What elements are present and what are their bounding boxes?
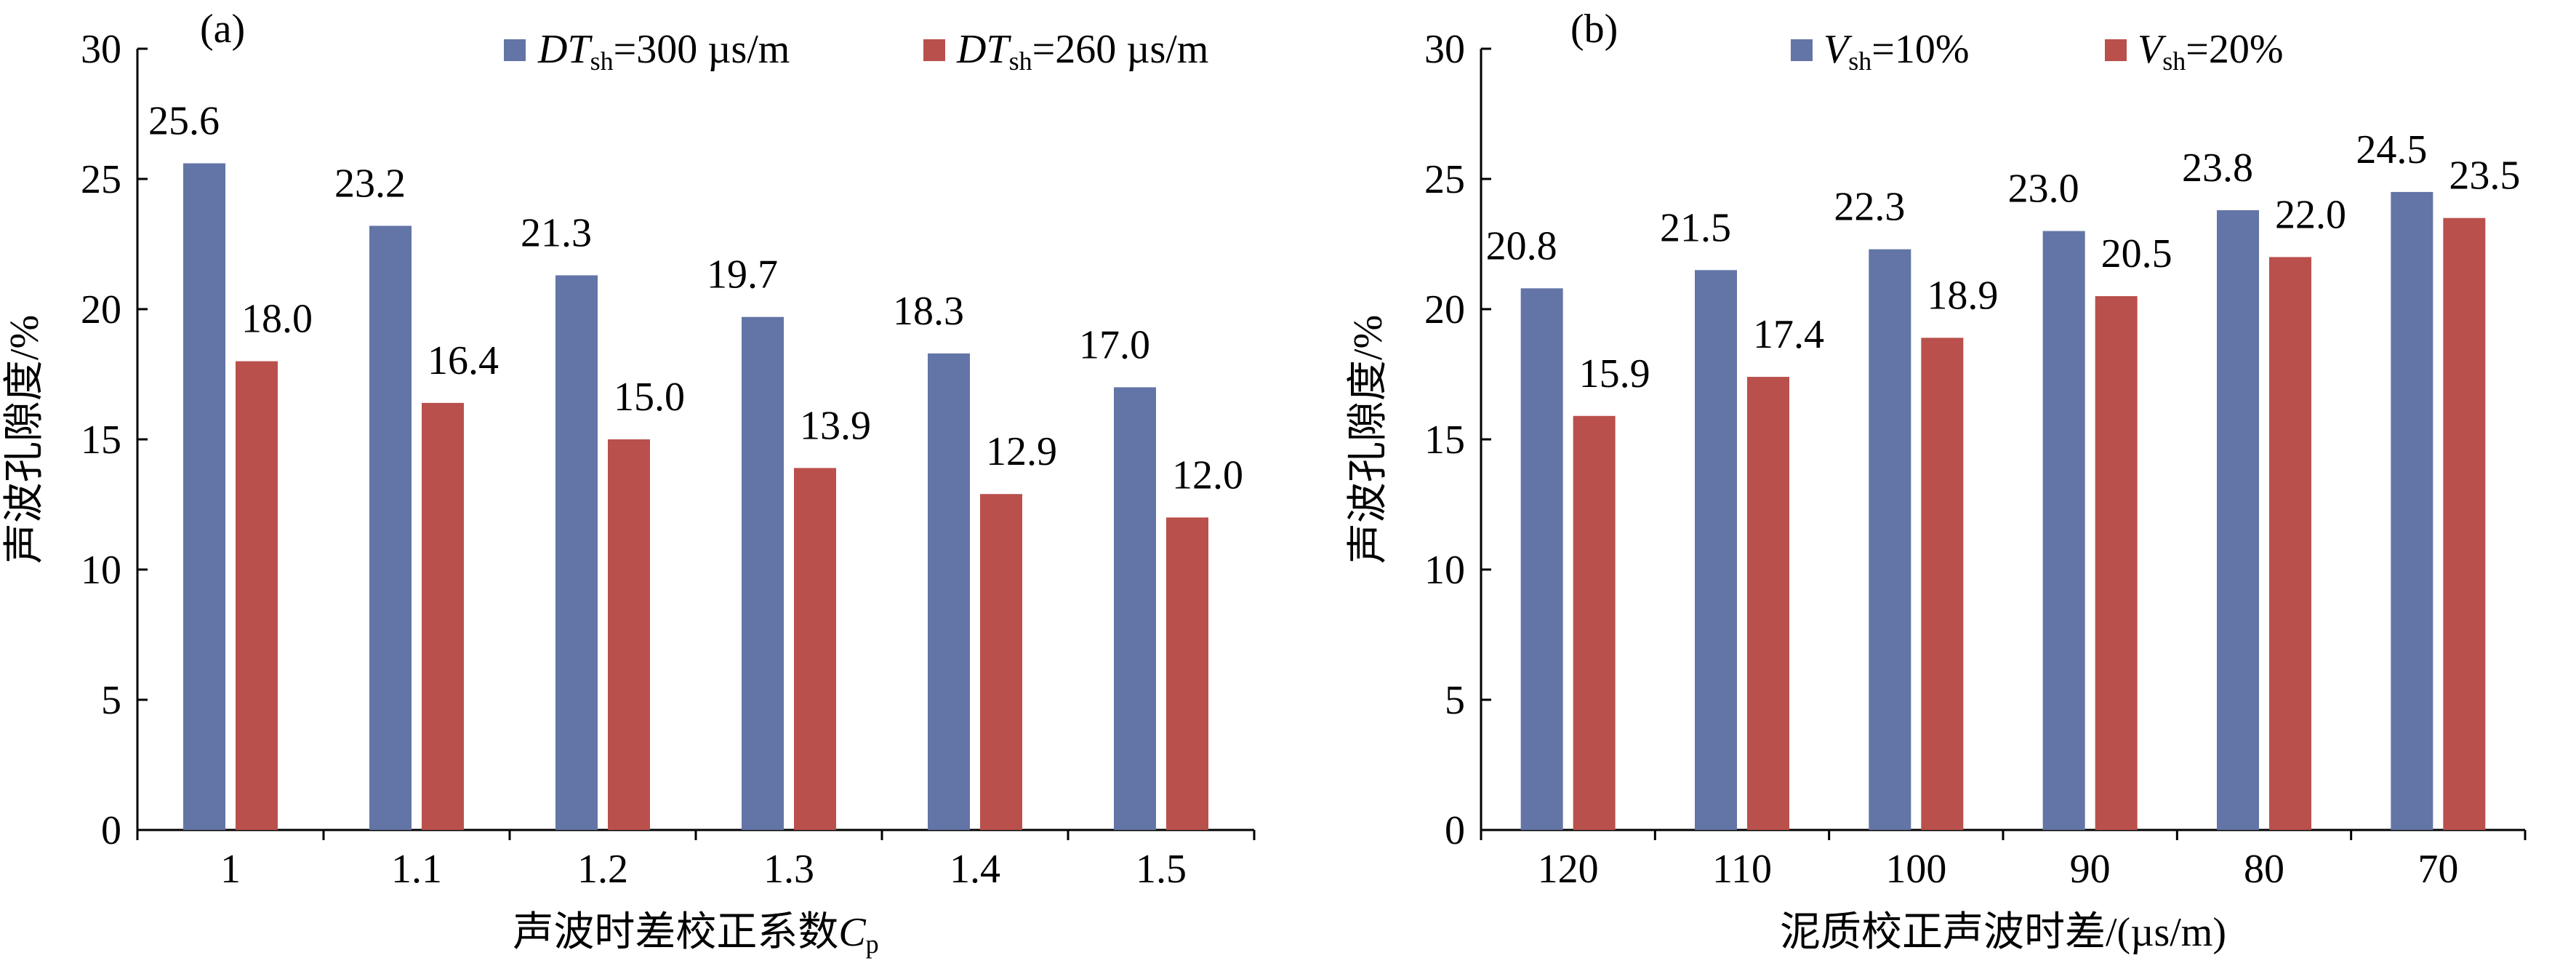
y-tick-label: 0 — [1445, 808, 1465, 853]
data-label: 17.4 — [1753, 312, 1824, 357]
data-label: 23.0 — [2008, 167, 2079, 212]
bar-series2 — [236, 361, 278, 831]
data-label: 25.6 — [148, 99, 220, 144]
bar-series2 — [2269, 257, 2311, 830]
data-label: 12.0 — [1172, 452, 1243, 498]
data-label: 16.4 — [428, 338, 499, 383]
data-label: 23.2 — [334, 161, 406, 206]
bar-series1 — [2042, 231, 2085, 831]
y-tick-label: 10 — [81, 548, 121, 593]
bar-series1 — [928, 353, 970, 830]
x-tick-label: 1.2 — [577, 847, 628, 892]
bar-series2 — [2095, 296, 2138, 831]
bar-series2 — [422, 402, 464, 830]
data-label: 21.5 — [1660, 205, 1731, 250]
y-tick-label: 30 — [81, 27, 121, 72]
bar-series2 — [1747, 377, 1789, 830]
x-tick-label: 1.4 — [950, 847, 1000, 892]
bar-series1 — [183, 163, 225, 830]
y-tick-label: 5 — [101, 678, 121, 723]
data-label: 20.8 — [1486, 223, 1557, 268]
bar-series2 — [608, 439, 650, 830]
data-label: 24.5 — [2356, 127, 2427, 172]
y-tick-label: 15 — [1424, 418, 1465, 463]
y-tick-label: 10 — [1424, 548, 1465, 593]
bar-series2 — [1573, 415, 1616, 830]
bar-series1 — [555, 275, 598, 831]
data-label: 23.8 — [2182, 145, 2253, 191]
bar-series2 — [1166, 517, 1208, 830]
panel-label: (a) — [200, 7, 245, 52]
data-label: 20.5 — [2101, 231, 2172, 276]
y-tick-label: 0 — [101, 808, 121, 853]
y-tick-label: 15 — [81, 418, 121, 463]
legend-label: DTsh=260 µs/m — [956, 27, 1208, 76]
x-tick-label: 70 — [2417, 847, 2458, 892]
x-tick-label: 1.1 — [391, 847, 442, 892]
bar-series2 — [980, 494, 1022, 830]
legend-swatch — [504, 39, 526, 61]
x-tick-label: 80 — [2244, 847, 2284, 892]
y-tick-label: 5 — [1445, 678, 1465, 723]
x-tick-label: 110 — [1712, 847, 1772, 892]
data-label: 19.7 — [707, 252, 778, 298]
y-tick-label: 20 — [81, 287, 121, 332]
y-tick-label: 25 — [81, 157, 121, 202]
y-axis-title: 声波孔隙度/% — [2, 315, 47, 564]
data-label: 18.0 — [241, 297, 313, 342]
data-label: 21.3 — [521, 210, 592, 255]
bar-series1 — [1114, 387, 1156, 830]
x-tick-label: 120 — [1538, 847, 1599, 892]
chart-panel-b: 0 5 10 15 20 25 30 120 110 100 90 80 70 20.8 21.5 22.3 2… — [1346, 7, 2527, 955]
bar-series2 — [1921, 338, 1964, 830]
data-label: 13.9 — [800, 403, 871, 448]
legend-swatch — [1791, 39, 1813, 61]
x-tick-label: 1.5 — [1136, 847, 1187, 892]
x-axis-title: 泥质校正声波时差/(µs/m) — [1780, 910, 2226, 955]
data-label: 15.9 — [1579, 351, 1650, 396]
bar-series2 — [2443, 217, 2486, 830]
x-tick-label: 1 — [220, 847, 241, 892]
data-label: 23.5 — [2449, 153, 2520, 199]
legend-label: Vsh=20% — [2138, 27, 2283, 76]
bar-series1 — [1520, 288, 1563, 830]
data-label: 22.3 — [1834, 185, 1905, 230]
data-label: 12.9 — [986, 429, 1057, 474]
data-label: 15.0 — [614, 375, 685, 420]
bar-series1 — [1695, 270, 1737, 830]
y-tick-label: 25 — [1424, 157, 1465, 202]
y-axis-title: 声波孔隙度/% — [1346, 315, 1391, 564]
x-tick-label: 90 — [2070, 847, 2111, 892]
y-tick-label: 30 — [1424, 27, 1465, 72]
bar-series1 — [2217, 209, 2259, 831]
bar-series1 — [2391, 191, 2433, 830]
legend-swatch — [923, 39, 945, 61]
panel-label: (b) — [1570, 7, 1618, 52]
bar-series1 — [369, 225, 412, 830]
data-label: 22.0 — [2275, 192, 2346, 237]
x-tick-label: 1.3 — [763, 847, 814, 892]
data-label: 18.9 — [1927, 273, 1998, 318]
chart-panel-a: 0 5 10 15 20 25 30 1 1.1 1.2 1.3 1.4 1.5 25.6 23.2 21.3… — [2, 7, 1256, 959]
legend-label: Vsh=10% — [1823, 27, 1969, 76]
y-tick-label: 20 — [1424, 287, 1465, 332]
x-axis-title: 声波时差校正系数Cp — [513, 910, 878, 959]
legend-label: DTsh=300 µs/m — [537, 27, 790, 76]
x-tick-label: 100 — [1885, 847, 1946, 892]
bar-series1 — [742, 316, 784, 830]
bar-series1 — [1869, 249, 1911, 830]
data-label: 18.3 — [893, 289, 964, 334]
legend-swatch — [2105, 39, 2127, 61]
bar-series2 — [794, 468, 836, 830]
data-label: 17.0 — [1079, 322, 1150, 367]
